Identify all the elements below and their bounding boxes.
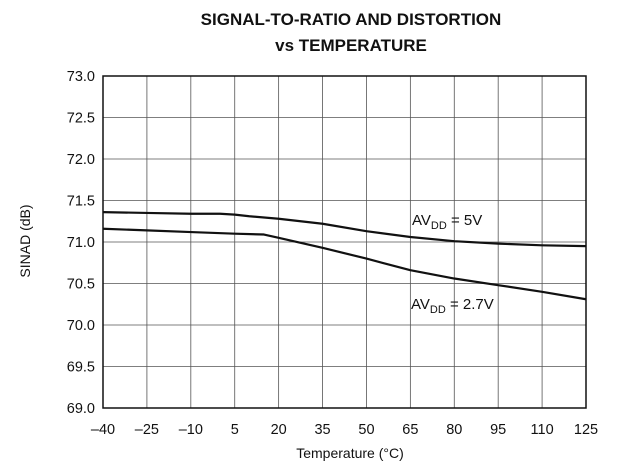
- x-axis-label: Temperature (°C): [296, 445, 404, 461]
- x-tick-label: 50: [358, 422, 374, 438]
- y-tick-label: 72.5: [67, 111, 95, 127]
- series-lines: [102, 211, 587, 301]
- y-tick-label: 70.0: [67, 318, 95, 334]
- series-line-5v: [102, 211, 587, 248]
- y-tick-label: 72.0: [67, 152, 95, 168]
- y-tick-label: 69.0: [67, 401, 95, 417]
- x-tick-label: 65: [402, 422, 418, 438]
- y-axis-ticks: 69.0 69.5 70.0 70.5 71.0 71.5 72.0 72.5 73.0: [67, 69, 95, 417]
- y-tick-label: 71.0: [67, 235, 95, 251]
- series-annotation-5v: AVDD = 5V: [412, 212, 482, 232]
- series-annotation-2-7v: AVDD = 2.7V: [411, 296, 494, 316]
- x-tick-label: 35: [314, 422, 330, 438]
- y-tick-label: 73.0: [67, 69, 95, 85]
- chart-title-line-1: SIGNAL-TO-RATIO AND DISTORTION: [201, 10, 502, 29]
- x-tick-label: –10: [179, 422, 203, 438]
- y-axis-label: SINAD (dB): [17, 204, 33, 277]
- y-tick-label: 69.5: [67, 360, 95, 376]
- x-tick-label: –40: [91, 422, 115, 438]
- x-tick-label: 95: [490, 422, 506, 438]
- y-tick-label: 70.5: [67, 277, 95, 293]
- grid: [102, 75, 587, 409]
- x-tick-label: 125: [574, 422, 598, 438]
- x-axis-ticks: –40 –25 –10 5 20 35 50 65 80 95 110 125: [91, 422, 598, 438]
- x-tick-label: 20: [271, 422, 287, 438]
- x-tick-label: –25: [135, 422, 159, 438]
- y-tick-label: 71.5: [67, 194, 95, 210]
- series-line-2-7v: [102, 227, 587, 301]
- chart-title-line-2: vs TEMPERATURE: [275, 36, 427, 55]
- x-tick-label: 5: [231, 422, 239, 438]
- x-tick-label: 80: [446, 422, 462, 438]
- plot-frame: [102, 75, 587, 409]
- x-tick-label: 110: [531, 422, 554, 438]
